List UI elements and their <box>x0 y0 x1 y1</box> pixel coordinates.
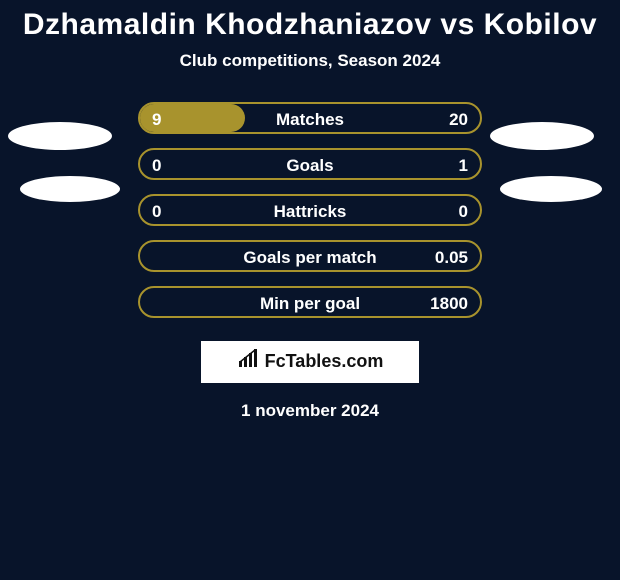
stat-bar: Min per goal1800 <box>138 286 482 318</box>
stat-value-left: 0 <box>152 196 161 228</box>
stat-value-right: 0 <box>459 196 468 228</box>
page-title: Dzhamaldin Khodzhaniazov vs Kobilov <box>0 0 620 43</box>
decorative-ellipse <box>20 176 120 202</box>
brand-logo: FcTables.com <box>201 341 419 383</box>
stat-value-right: 0.05 <box>435 242 468 274</box>
stat-value-right: 1800 <box>430 288 468 320</box>
stat-value-left: 0 <box>152 150 161 182</box>
stat-bar: Goals0 1 <box>138 148 482 180</box>
stat-bar: Matches9 20 <box>138 102 482 134</box>
decorative-ellipse <box>500 176 602 202</box>
stat-row: Goals per match0.05 <box>0 233 620 279</box>
chart-icon <box>237 349 261 374</box>
stat-label: Matches <box>140 104 480 136</box>
stat-bar: Hattricks0 0 <box>138 194 482 226</box>
stat-label: Hattricks <box>140 196 480 228</box>
date-text: 1 november 2024 <box>0 401 620 421</box>
decorative-ellipse <box>8 122 112 150</box>
stat-bar: Goals per match0.05 <box>138 240 482 272</box>
stat-value-right: 1 <box>459 150 468 182</box>
stat-value-right: 20 <box>449 104 468 136</box>
stat-value-left: 9 <box>152 104 161 136</box>
stat-label: Goals per match <box>140 242 480 274</box>
stat-label: Min per goal <box>140 288 480 320</box>
stat-label: Goals <box>140 150 480 182</box>
stat-row: Min per goal1800 <box>0 279 620 325</box>
subtitle: Club competitions, Season 2024 <box>0 51 620 71</box>
decorative-ellipse <box>490 122 594 150</box>
brand-text: FcTables.com <box>265 351 384 372</box>
